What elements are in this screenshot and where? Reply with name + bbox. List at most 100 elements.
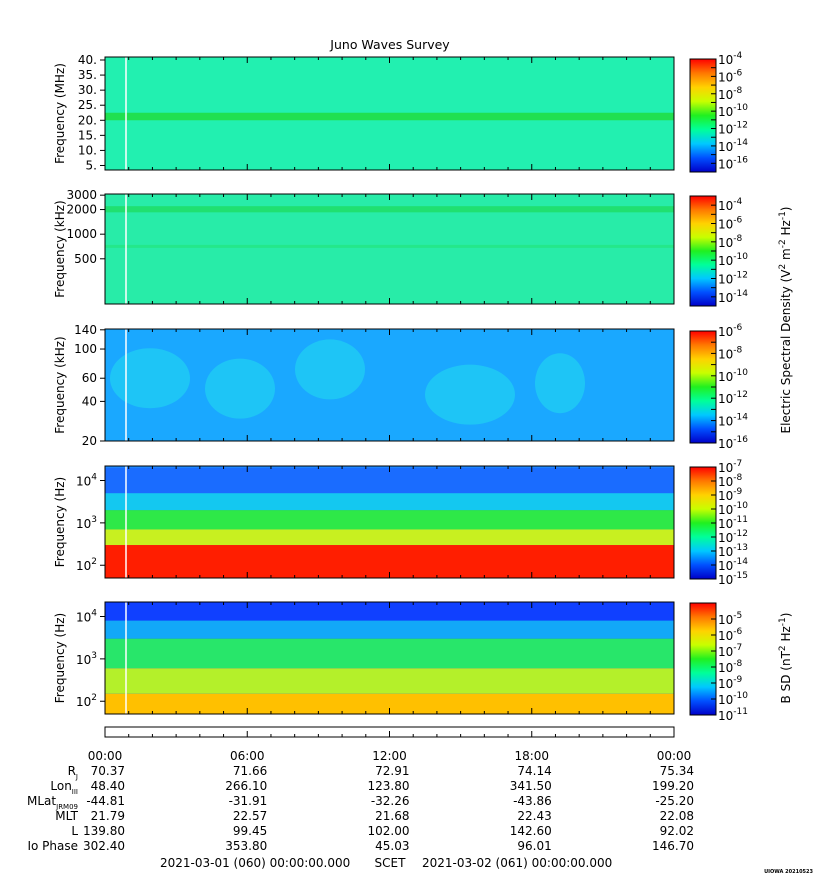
time-tick-label: 06:00 <box>230 749 265 763</box>
time-tick-label: 18:00 <box>514 749 549 763</box>
y-tick-label: 35. <box>78 68 97 82</box>
y-tick-label: 30. <box>78 83 97 97</box>
ephemeris-value: 341.50 <box>510 779 552 793</box>
spectrogram-image <box>105 329 674 441</box>
footer-credit: UIOWA 20210523 <box>764 869 813 875</box>
emission-patch <box>295 339 365 400</box>
y-axis-label: Frequency (kHz) <box>53 200 67 297</box>
ephemeris-value: 48.40 <box>91 779 125 793</box>
colorbar-label: 10-6 <box>718 323 743 339</box>
colorbar-label: 10-10 <box>718 501 748 517</box>
y-tick-label: 140 <box>74 323 97 337</box>
footer-start-time: 2021-03-01 (060) 00:00:00.000 <box>160 856 350 870</box>
y-tick-label: 25. <box>78 98 97 112</box>
spectrogram-image <box>105 194 674 304</box>
y-tick-label: 102 <box>76 693 97 709</box>
colorbar-label: 10-16 <box>718 435 748 451</box>
ephemeris-value: 22.08 <box>660 809 694 823</box>
y-tick-label: 103 <box>76 651 97 667</box>
ephemeris-value: 266.10 <box>225 779 267 793</box>
y-tick-label: 102 <box>76 557 97 573</box>
ephemeris-label: MLT <box>55 809 78 823</box>
ephemeris-value: 45.03 <box>375 839 409 853</box>
ephemeris-value: -32.26 <box>371 794 410 808</box>
ephemeris-row: MLT 21.79 22.57 21.68 22.43 22.08 <box>55 809 694 823</box>
band-high <box>105 620 674 639</box>
y-tick-label: 104 <box>76 473 97 489</box>
ephemeris-value: -31.91 <box>229 794 268 808</box>
y-tick-label: 60 <box>82 371 97 385</box>
ephemeris-value: 302.40 <box>83 839 125 853</box>
colorbar-label: 10-12 <box>718 390 748 406</box>
ephemeris-value: 21.68 <box>375 809 409 823</box>
band-high <box>105 467 674 494</box>
band-mid <box>105 510 674 530</box>
colorbar-label: 10-12 <box>718 121 748 137</box>
ephemeris-value: 96.01 <box>517 839 551 853</box>
band-mid-low <box>105 668 674 694</box>
ephemeris-value: 123.80 <box>368 779 410 793</box>
ephemeris-label: LonIII <box>50 779 78 796</box>
ephemeris-value: 99.45 <box>233 824 267 838</box>
colorbar-label: 10-7 <box>718 643 742 659</box>
colorbar-label: 10-6 <box>718 216 743 232</box>
colorbar-label: 10-16 <box>718 155 748 171</box>
time-tick-label: 00:00 <box>657 749 692 763</box>
y-tick-label: 103 <box>76 515 97 531</box>
emission-patch <box>205 358 275 419</box>
y-tick-label: 100 <box>74 342 97 356</box>
figure-title: Juno Waves Survey <box>329 37 450 52</box>
y-tick-label: 40 <box>82 394 97 408</box>
colorbar-label: 10-9 <box>718 487 743 503</box>
spectrogram-panel-4: 102 103 104 Frequency (Hz) 10-710-810-910-10… <box>53 459 748 587</box>
ephemeris-row: RJ 70.37 71.66 72.91 74.14 75.34 <box>68 764 694 781</box>
ephemeris-label: Io Phase <box>27 839 78 853</box>
colorbar-title-esd: Electric Spectral Density (V2 m-2 Hz-1) <box>778 206 793 433</box>
emission-patch <box>535 353 585 414</box>
footer-scet: SCET <box>375 856 407 870</box>
colorbar-4: 10-710-810-910-1010-1110-1210-1310-1410-… <box>689 459 748 587</box>
colorbar-label: 10-14 <box>718 557 748 573</box>
emission-patch <box>425 364 515 425</box>
colorbar-label: 10-13 <box>718 543 748 559</box>
colorbar-label: 10-8 <box>718 86 743 102</box>
ephemeris-value: -25.20 <box>655 794 694 808</box>
ephemeris-row: Io Phase 302.40 353.80 45.03 96.01 146.70 <box>27 839 694 853</box>
y-tick-label: 15. <box>78 128 97 142</box>
colorbar-label: 10-12 <box>718 529 748 545</box>
ephemeris-value: 353.80 <box>225 839 267 853</box>
colorbar-label: 10-10 <box>718 252 748 268</box>
ephemeris-value: 92.02 <box>660 824 694 838</box>
ephemeris-value: 102.00 <box>368 824 410 838</box>
ephemeris-value: 21.79 <box>91 809 125 823</box>
colorbar-label: 10-10 <box>718 103 748 119</box>
y-tick-label: 2000 <box>66 203 97 217</box>
y-tick-label: 20. <box>78 113 97 127</box>
colorbar-label: 10-15 <box>718 571 748 587</box>
band-mid-low <box>105 529 674 546</box>
colorbar-gradient <box>689 58 717 173</box>
colorbar-label: 10-4 <box>718 51 743 67</box>
emission-patch <box>110 348 190 409</box>
colorbar-label: 10-12 <box>718 271 748 287</box>
band-mid <box>105 638 674 669</box>
ephemeris-value: 72.91 <box>375 764 409 778</box>
ephemeris-row: L 139.80 99.45 102.00 142.60 92.02 <box>71 824 694 838</box>
ephemeris-value: 70.37 <box>91 764 125 778</box>
band-mid-high <box>105 493 674 511</box>
colorbar-label: 10-5 <box>718 611 742 627</box>
ephemeris-value: 199.20 <box>652 779 694 793</box>
y-tick-label: 10. <box>78 143 97 157</box>
spectrogram-panel-3: 20 40 60 100 140 Frequency (kHz) 10-6 10-8 10-10… <box>53 323 748 451</box>
colorbar-label: 10-8 <box>718 473 743 489</box>
ephemeris-label: MLatJRM09 <box>27 794 78 811</box>
y-tick-label: 3000 <box>66 188 97 202</box>
ephemeris-value: -44.81 <box>86 794 125 808</box>
ephemeris-row: MLatJRM09 -44.81 -31.91 -32.26 -43.86 -25.20 <box>27 794 694 811</box>
ephemeris-value: 22.43 <box>517 809 551 823</box>
ephemeris-value: 146.70 <box>652 839 694 853</box>
footer-end-time: 2021-03-02 (061) 00:00:00.000 <box>422 856 612 870</box>
